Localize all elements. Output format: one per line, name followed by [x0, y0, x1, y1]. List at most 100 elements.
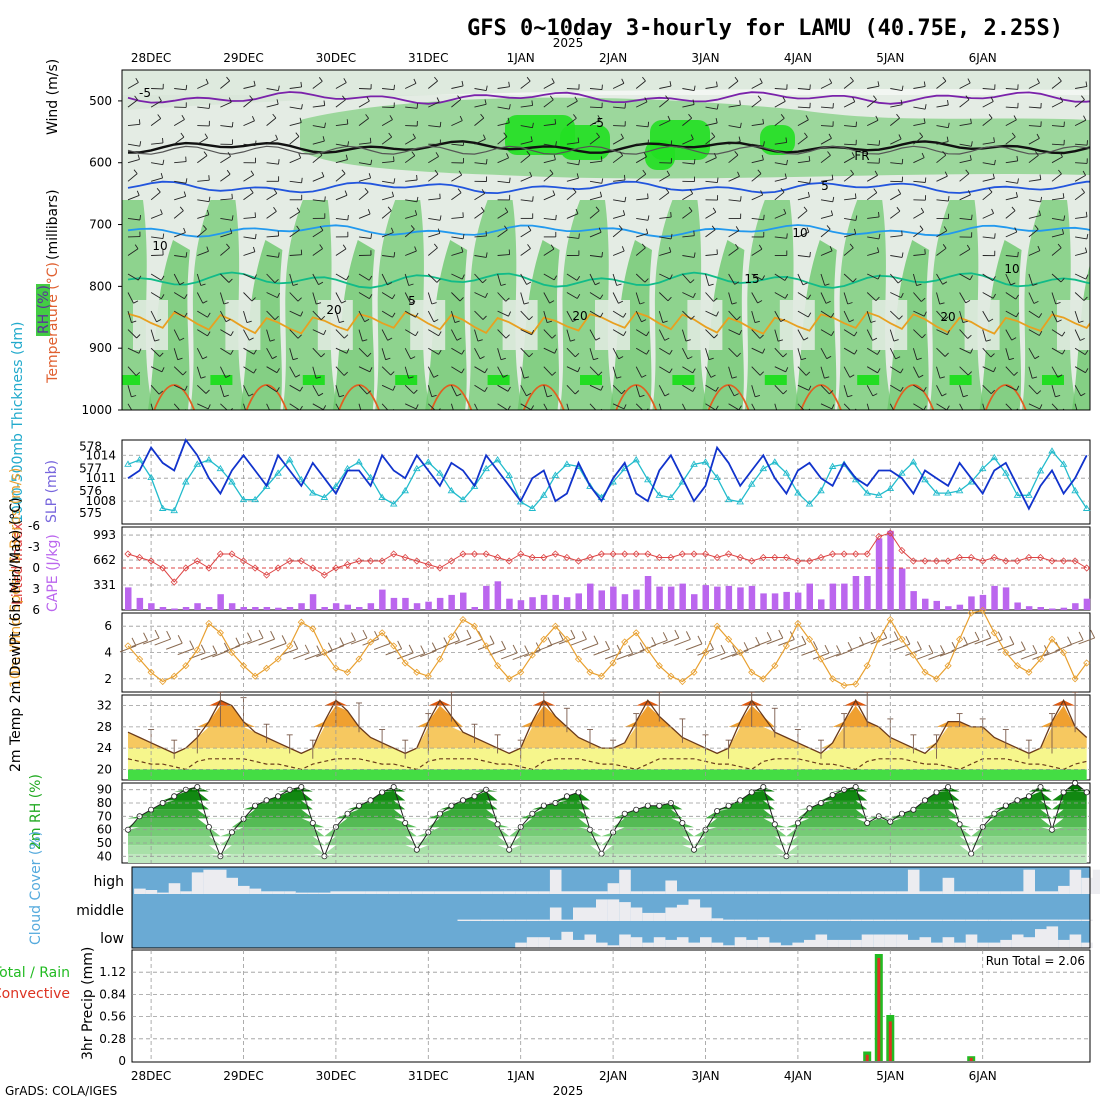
upper-wind-barb	[751, 194, 763, 201]
upper-wind-barb-flag	[393, 156, 395, 162]
lifted-index-point	[690, 550, 698, 558]
upper-wind-barb-flag	[387, 282, 393, 286]
cape-bar	[413, 603, 421, 610]
upper-wind-barb	[173, 310, 185, 318]
rh-point	[864, 820, 871, 827]
upper-wind-barb	[358, 142, 371, 145]
upper-wind-barb	[243, 174, 254, 182]
cloud-low-bar	[827, 939, 839, 948]
upper-wind-barb	[173, 348, 179, 360]
surface-wind-barb	[373, 643, 391, 650]
upper-wind-barb	[890, 292, 902, 299]
upper-wind-barb-flag	[784, 276, 788, 281]
upper-wind-barb-flag	[162, 159, 165, 165]
upper-wind-barb	[497, 292, 507, 302]
upper-wind-barb	[843, 80, 854, 89]
contour-label: -5	[592, 116, 604, 130]
rh-point	[355, 802, 362, 809]
cape-bar	[379, 589, 386, 610]
upper-wind-barb	[543, 385, 548, 397]
upper-wind-barb	[451, 99, 461, 108]
upper-wind-barb-flag	[802, 282, 808, 286]
cape-bar	[991, 585, 998, 610]
upper-wind-barb	[913, 384, 924, 392]
upper-wind-barb-flag	[182, 371, 187, 376]
contour-label: 10	[1004, 262, 1019, 276]
wind-speed-point	[621, 638, 629, 646]
rh-band	[128, 827, 1087, 837]
cloud-high-bar	[1081, 877, 1093, 894]
rh-point	[171, 793, 178, 800]
surface-wind-barb	[500, 652, 518, 660]
rh-moist-cell	[395, 375, 418, 385]
upper-wind-barb-flag	[804, 132, 808, 138]
surface-wind-barb	[962, 639, 980, 647]
wind-speed-point	[644, 646, 652, 654]
upper-wind-barb	[243, 143, 256, 147]
cape-bar	[321, 607, 328, 610]
upper-wind-barb-flag	[829, 78, 833, 84]
surface-wind-barb-flag	[582, 631, 587, 640]
upper-wind-barb	[682, 117, 692, 126]
upper-wind-barb	[681, 329, 687, 342]
upper-wind-barb-flag	[482, 279, 487, 284]
isotherm-line	[984, 384, 1027, 410]
upper-wind-barb-flag	[990, 389, 996, 395]
cloud-high-bar	[642, 891, 654, 894]
upper-wind-barb-flag	[505, 297, 510, 302]
wind-speed-point	[701, 648, 710, 657]
upper-wind-barb	[820, 106, 834, 109]
cloud-middle-bar	[815, 919, 828, 921]
upper-wind-barb-flag	[181, 114, 185, 120]
upper-wind-barb-flag	[485, 252, 488, 258]
upper-wind-barb-flag	[370, 159, 373, 165]
upper-wind-barb	[289, 136, 300, 145]
dewpoint-line	[127, 758, 1087, 771]
upper-wind-barb-flag	[1038, 313, 1043, 318]
upper-wind-barb-flag	[805, 115, 809, 121]
upper-wind-barb	[912, 273, 918, 286]
upper-wind-barb	[428, 247, 438, 256]
rh-point	[806, 805, 813, 812]
surface-wind-barb-flag	[628, 645, 634, 654]
upper-wind-barb-flag	[757, 95, 762, 100]
upper-wind-barb	[243, 347, 255, 355]
thickness-point	[898, 469, 906, 476]
upper-wind-barb-flag	[1017, 251, 1019, 257]
upper-wind-barb	[220, 329, 232, 337]
upper-wind-barb-flag	[713, 297, 718, 302]
rh-point	[760, 784, 767, 791]
upper-wind-barb	[820, 347, 828, 359]
upper-wind-barb	[635, 273, 646, 283]
rh-dry-pocket	[872, 300, 908, 350]
upper-wind-barb	[1005, 136, 1016, 145]
upper-wind-barb	[335, 310, 340, 323]
surface-wind-barb	[350, 637, 368, 645]
cape-bar	[748, 585, 756, 610]
rh-point	[529, 810, 536, 817]
upper-wind-barb-flag	[778, 414, 783, 415]
upper-wind-barb-flag	[855, 215, 858, 221]
date-tick-bottom: 31DEC	[408, 1069, 448, 1083]
lifted-index-point	[898, 546, 906, 555]
date-tick-top: 1JAN	[507, 51, 535, 65]
surface-wind-barb-flag	[1090, 629, 1096, 639]
precip-legend-convective: Convective	[0, 986, 70, 1002]
upper-wind-barb-flag	[532, 122, 534, 128]
upper-wind-barb-flag	[433, 319, 439, 323]
upper-wind-barb	[751, 159, 764, 164]
thickness-tick-label: 575	[79, 506, 102, 520]
upper-wind-barb-flag	[277, 85, 280, 91]
upper-wind-barb	[866, 174, 878, 182]
cloud-middle-bar	[1035, 919, 1047, 921]
surface-wind-barb-flag	[605, 640, 610, 650]
rh-point	[1083, 789, 1090, 796]
upper-wind-barb	[358, 213, 371, 219]
upper-wind-barb-flag	[901, 252, 904, 258]
upper-wind-barb	[220, 247, 230, 256]
surface-wind-barb	[570, 638, 587, 646]
grads-footer: GrADS: COLA/IGES	[5, 1084, 117, 1098]
cloud-low-bar	[642, 942, 654, 948]
